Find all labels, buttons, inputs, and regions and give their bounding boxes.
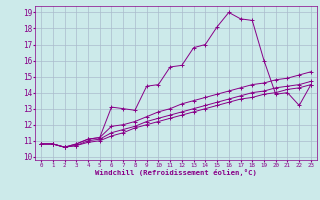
X-axis label: Windchill (Refroidissement éolien,°C): Windchill (Refroidissement éolien,°C)	[95, 169, 257, 176]
